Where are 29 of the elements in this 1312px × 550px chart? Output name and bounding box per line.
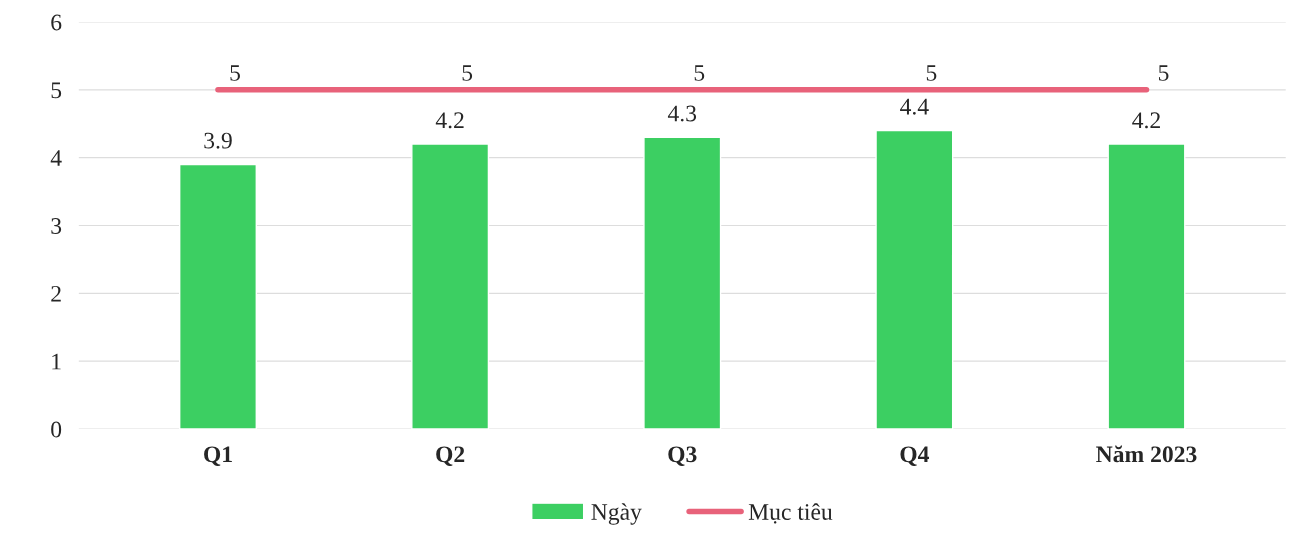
y-tick-label: 0	[51, 421, 62, 438]
x-tick-label: Q1	[204, 446, 232, 466]
data-label: 4.2	[1132, 112, 1160, 129]
data-label: 5	[230, 65, 240, 81]
bar	[411, 143, 490, 429]
y-tick-label: 4	[50, 150, 62, 166]
y-tick-label: 3	[51, 218, 62, 234]
data-label: 5	[1158, 65, 1169, 81]
data-label: 5	[926, 65, 937, 81]
data-label: 5	[694, 65, 705, 81]
x-tick-label: Q4	[900, 446, 930, 466]
x-tick-label: Q3	[668, 446, 697, 466]
x-tick-label: Năm 2023	[1096, 445, 1197, 463]
data-label: 5	[462, 65, 473, 81]
data-label: 4.2	[435, 112, 464, 129]
bar	[178, 163, 257, 429]
legend-label: Mục tiêu	[748, 503, 833, 524]
bar	[1107, 143, 1186, 429]
x-tick-label: Q2	[436, 446, 465, 466]
data-label: 4.3	[667, 105, 697, 122]
y-tick-label: 1	[52, 353, 61, 370]
legend-label: Ngày	[591, 503, 642, 525]
data-label: 3.9	[204, 132, 232, 149]
bar	[643, 136, 722, 429]
data-label: 4.4	[900, 98, 929, 115]
y-tick-label: 6	[51, 14, 62, 31]
y-tick-label: 2	[51, 285, 61, 302]
bar	[875, 129, 954, 429]
y-tick-label: 5	[51, 82, 62, 99]
